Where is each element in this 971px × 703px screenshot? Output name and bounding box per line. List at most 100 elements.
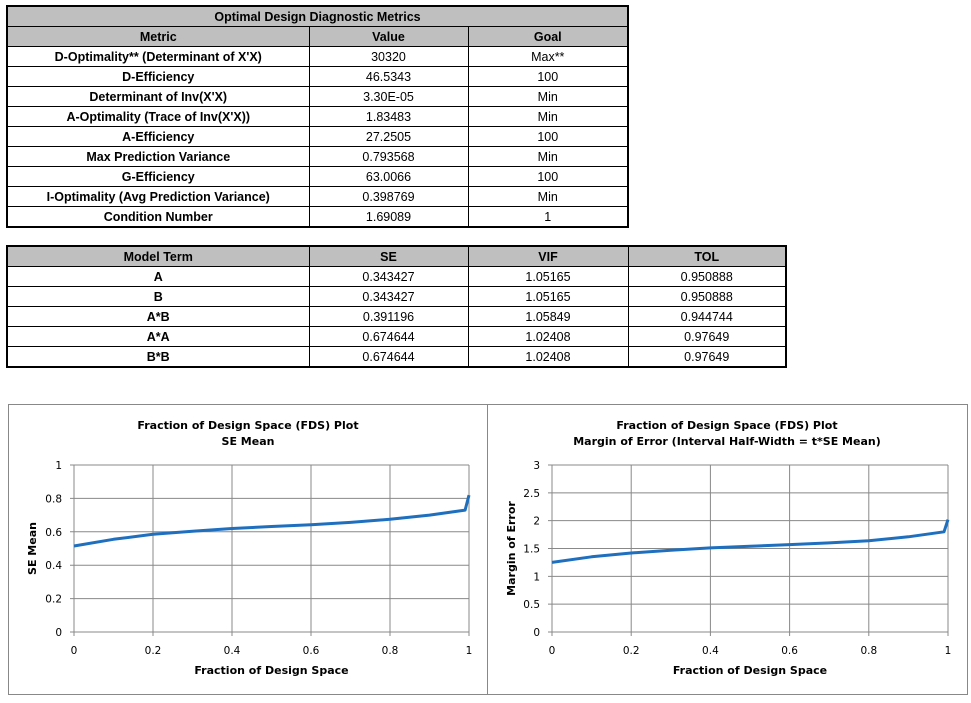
cell-value: 63.0066 bbox=[308, 166, 469, 187]
cell-value: 0.944744 bbox=[627, 306, 787, 327]
y-tick-label: 1 bbox=[55, 460, 62, 472]
y-tick-label: 1.5 bbox=[523, 544, 540, 556]
cell-value: 1.02408 bbox=[467, 346, 629, 368]
cell-value: 0.793568 bbox=[308, 146, 469, 167]
metric-row: Max Prediction Variance 0.793568 Min bbox=[6, 146, 629, 167]
x-tick-label: 0.6 bbox=[303, 645, 320, 657]
cell-value: 30320 bbox=[308, 46, 469, 67]
cell-value: Min bbox=[467, 186, 629, 207]
row-label: A-Efficiency bbox=[6, 126, 310, 147]
header-model-term: Model Term bbox=[6, 245, 310, 267]
cell-value: 0.343427 bbox=[308, 286, 469, 307]
cell-value: 0.674644 bbox=[308, 346, 469, 368]
term-row: B 0.343427 1.05165 0.950888 bbox=[6, 286, 787, 307]
cell-value: Min bbox=[467, 106, 629, 127]
y-axis-label: Margin of Error bbox=[505, 501, 518, 596]
row-label: A bbox=[6, 266, 310, 287]
cell-value: 1.05165 bbox=[467, 266, 629, 287]
metric-row: Determinant of Inv(X'X) 3.30E-05 Min bbox=[6, 86, 629, 107]
chart-subtitle: SE Mean bbox=[222, 435, 275, 448]
model-terms-table: Model Term SE VIF TOL A 0.343427 1.05165 0.… bbox=[6, 245, 787, 368]
cell-value: 0.398769 bbox=[308, 186, 469, 207]
header-tol: TOL bbox=[627, 245, 787, 267]
metric-row: D-Optimality** (Determinant of X'X) 30320… bbox=[6, 46, 629, 67]
y-tick-label: 3 bbox=[533, 460, 540, 472]
metric-row: Condition Number 1.69089 1 bbox=[6, 206, 629, 228]
y-tick-label: 0.8 bbox=[45, 493, 62, 505]
x-axis-label: Fraction of Design Space bbox=[194, 664, 348, 677]
cell-value: 0.97649 bbox=[627, 326, 787, 347]
margin-of-error-fds-chart: Fraction of Design Space (FDS) Plot Margi… bbox=[487, 404, 968, 695]
y-tick-label: 1 bbox=[533, 571, 540, 583]
series-line bbox=[73, 494, 471, 548]
row-label: G-Efficiency bbox=[6, 166, 310, 187]
cell-value: 1.05849 bbox=[467, 306, 629, 327]
row-label: B bbox=[6, 286, 310, 307]
header-metric: Metric bbox=[6, 26, 310, 47]
chart-subtitle: Margin of Error (Interval Half-Width = t… bbox=[573, 435, 881, 448]
cell-value: 100 bbox=[467, 166, 629, 187]
metric-row: G-Efficiency 63.0066 100 bbox=[6, 166, 629, 187]
y-axis-label: SE Mean bbox=[26, 522, 39, 575]
term-row: A 0.343427 1.05165 0.950888 bbox=[6, 266, 787, 287]
x-tick-label: 0.8 bbox=[382, 645, 399, 657]
row-label: A-Optimality (Trace of Inv(X'X)) bbox=[6, 106, 310, 127]
cell-value: 27.2505 bbox=[308, 126, 469, 147]
se-mean-fds-chart: Fraction of Design Space (FDS) Plot SE Me… bbox=[8, 404, 488, 695]
row-label: B*B bbox=[6, 346, 310, 368]
cell-value: 3.30E-05 bbox=[308, 86, 469, 107]
metric-row: A-Optimality (Trace of Inv(X'X)) 1.83483 M… bbox=[6, 106, 629, 127]
optimal-design-metrics-table: Optimal Design Diagnostic Metrics Metric… bbox=[6, 5, 629, 228]
cell-value: 100 bbox=[467, 66, 629, 87]
cell-value: 1.83483 bbox=[308, 106, 469, 127]
header-goal: Goal bbox=[467, 26, 629, 47]
x-tick-label: 1 bbox=[466, 645, 473, 657]
x-tick-label: 0.4 bbox=[224, 645, 241, 657]
x-tick-label: 0.2 bbox=[145, 645, 162, 657]
y-tick-label: 0.2 bbox=[45, 594, 62, 606]
metric-row: A-Efficiency 27.2505 100 bbox=[6, 126, 629, 147]
cell-value: 0.950888 bbox=[627, 266, 787, 287]
cell-value: 0.674644 bbox=[308, 326, 469, 347]
row-label: D-Optimality** (Determinant of X'X) bbox=[6, 46, 310, 67]
y-tick-label: 0.6 bbox=[45, 527, 62, 539]
cell-value: Min bbox=[467, 146, 629, 167]
series-line bbox=[551, 519, 950, 564]
cell-value: Max** bbox=[467, 46, 629, 67]
x-tick-label: 0.2 bbox=[623, 645, 640, 657]
row-label: I-Optimality (Avg Prediction Variance) bbox=[6, 186, 310, 207]
x-tick-label: 0.6 bbox=[781, 645, 798, 657]
cell-value: Min bbox=[467, 86, 629, 107]
row-label: Max Prediction Variance bbox=[6, 146, 310, 167]
cell-value: 0.343427 bbox=[308, 266, 469, 287]
cell-value: 1.02408 bbox=[467, 326, 629, 347]
y-tick-label: 0 bbox=[533, 627, 540, 639]
x-tick-label: 0.4 bbox=[702, 645, 719, 657]
y-tick-label: 2 bbox=[533, 516, 540, 528]
x-tick-label: 0 bbox=[549, 645, 556, 657]
x-tick-label: 0 bbox=[71, 645, 78, 657]
cell-value: 0.97649 bbox=[627, 346, 787, 368]
x-tick-label: 0.8 bbox=[860, 645, 877, 657]
y-tick-label: 0.4 bbox=[45, 560, 62, 572]
term-row: A*A 0.674644 1.02408 0.97649 bbox=[6, 326, 787, 347]
cell-value: 1 bbox=[467, 206, 629, 228]
row-label: Condition Number bbox=[6, 206, 310, 228]
term-row: A*B 0.391196 1.05849 0.944744 bbox=[6, 306, 787, 327]
metrics-table-title: Optimal Design Diagnostic Metrics bbox=[6, 5, 629, 27]
cell-value: 46.5343 bbox=[308, 66, 469, 87]
cell-value: 0.950888 bbox=[627, 286, 787, 307]
chart-title: Fraction of Design Space (FDS) Plot bbox=[616, 419, 837, 432]
cell-value: 100 bbox=[467, 126, 629, 147]
metric-row: D-Efficiency 46.5343 100 bbox=[6, 66, 629, 87]
row-label: A*B bbox=[6, 306, 310, 327]
chart-title: Fraction of Design Space (FDS) Plot bbox=[137, 419, 358, 432]
x-tick-label: 1 bbox=[945, 645, 952, 657]
x-axis-label: Fraction of Design Space bbox=[673, 664, 827, 677]
row-label: Determinant of Inv(X'X) bbox=[6, 86, 310, 107]
metric-row: I-Optimality (Avg Prediction Variance) 0.… bbox=[6, 186, 629, 207]
y-tick-label: 0.5 bbox=[523, 599, 540, 611]
cell-value: 0.391196 bbox=[308, 306, 469, 327]
header-se: SE bbox=[308, 245, 469, 267]
y-tick-label: 2.5 bbox=[523, 488, 540, 500]
